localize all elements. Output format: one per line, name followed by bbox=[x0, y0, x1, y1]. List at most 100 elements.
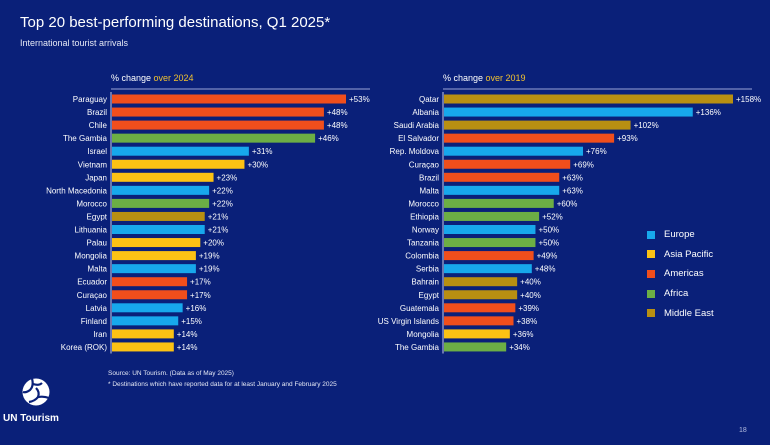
category-label: Latvia bbox=[86, 304, 108, 313]
bar bbox=[444, 133, 615, 143]
bar bbox=[444, 185, 560, 195]
bar bbox=[112, 329, 174, 339]
value-label: +22% bbox=[212, 186, 233, 195]
value-label: +17% bbox=[190, 278, 211, 287]
category-label: Rep. Moldova bbox=[390, 147, 440, 156]
value-label: +22% bbox=[212, 199, 233, 208]
logo-text: UN Tourism bbox=[3, 413, 59, 424]
value-label: +40% bbox=[520, 278, 541, 287]
footnote-text: * Destinations which have reported data … bbox=[108, 381, 337, 388]
bar bbox=[444, 251, 534, 261]
value-label: +23% bbox=[217, 173, 238, 182]
category-label: The Gambia bbox=[63, 134, 108, 143]
bar bbox=[112, 146, 249, 156]
category-label: Colombia bbox=[405, 252, 439, 261]
legend-swatch-africa bbox=[647, 289, 655, 298]
category-label: Curaçao bbox=[409, 160, 440, 169]
value-label: +21% bbox=[208, 226, 229, 235]
category-label: Chile bbox=[89, 121, 108, 130]
category-label: Egypt bbox=[87, 212, 108, 221]
legend-item-africa: Africa bbox=[647, 284, 714, 304]
bar bbox=[112, 303, 183, 313]
bar bbox=[444, 172, 560, 182]
value-label: +36% bbox=[513, 330, 534, 339]
category-label: Brazil bbox=[87, 108, 107, 117]
category-label: Morocco bbox=[408, 199, 439, 208]
category-label: North Macedonia bbox=[46, 186, 107, 195]
category-label: Tanzania bbox=[407, 239, 440, 248]
bar bbox=[112, 238, 201, 248]
value-label: +20% bbox=[203, 239, 224, 248]
category-label: Norway bbox=[412, 226, 439, 235]
value-label: +50% bbox=[538, 226, 559, 235]
bar bbox=[112, 277, 188, 287]
value-label: +93% bbox=[617, 134, 638, 143]
value-label: +69% bbox=[573, 160, 594, 169]
value-label: +63% bbox=[562, 186, 583, 195]
value-label: +30% bbox=[247, 160, 268, 169]
bar bbox=[444, 107, 693, 117]
bar bbox=[112, 172, 214, 182]
category-label: Mongolia bbox=[407, 330, 440, 339]
category-label: Brazil bbox=[419, 173, 439, 182]
value-label: +102% bbox=[634, 121, 659, 130]
category-label: Paraguay bbox=[73, 95, 107, 104]
bar bbox=[112, 316, 179, 326]
bar bbox=[112, 251, 196, 261]
page-title: Top 20 best-performing destinations, Q1 … bbox=[20, 14, 331, 31]
legend-swatch-americas bbox=[647, 269, 655, 278]
value-label: +17% bbox=[190, 291, 211, 300]
category-label: Saudi Arabia bbox=[394, 121, 440, 130]
value-label: +158% bbox=[736, 95, 761, 104]
legend-swatch-europe bbox=[647, 230, 655, 239]
value-label: +38% bbox=[517, 317, 538, 326]
value-label: +21% bbox=[208, 212, 229, 221]
bar bbox=[444, 211, 540, 221]
category-label: Serbia bbox=[416, 265, 440, 274]
legend-label: Middle East bbox=[664, 307, 714, 319]
bar bbox=[444, 146, 584, 156]
bar bbox=[444, 342, 507, 352]
category-label: Qatar bbox=[419, 95, 439, 104]
legend-item-middle-east: Middle East bbox=[647, 303, 714, 323]
category-label: Ethiopia bbox=[410, 212, 439, 221]
bar bbox=[112, 342, 174, 352]
panel-title: % change over 2019 bbox=[443, 73, 526, 83]
value-label: +39% bbox=[518, 304, 539, 313]
value-label: +14% bbox=[177, 343, 198, 352]
page-number: 18 bbox=[739, 427, 747, 434]
value-label: +52% bbox=[542, 212, 563, 221]
value-label: +46% bbox=[318, 134, 339, 143]
bar bbox=[444, 264, 532, 274]
category-label: Korea (ROK) bbox=[61, 343, 108, 352]
value-label: +136% bbox=[696, 108, 721, 117]
category-label: Morocco bbox=[76, 199, 107, 208]
value-label: +63% bbox=[562, 173, 583, 182]
value-label: +34% bbox=[509, 343, 530, 352]
category-label: Iran bbox=[93, 330, 107, 339]
value-label: +15% bbox=[181, 317, 202, 326]
bar bbox=[444, 290, 518, 300]
bar bbox=[444, 198, 554, 208]
value-label: +48% bbox=[327, 121, 348, 130]
panel-title-highlight: over 2019 bbox=[486, 73, 526, 83]
bar bbox=[112, 120, 324, 130]
panel-title-highlight: over 2024 bbox=[154, 73, 194, 83]
bar bbox=[444, 159, 571, 169]
source-text: Source: UN Tourism. (Data as of May 2025… bbox=[108, 370, 234, 377]
bar bbox=[112, 211, 205, 221]
legend-swatch-middle-east bbox=[647, 309, 655, 318]
category-label: Bahrain bbox=[411, 278, 439, 287]
panel-title-prefix: % change bbox=[111, 73, 154, 83]
category-label: Curaçao bbox=[77, 291, 108, 300]
bar bbox=[444, 303, 516, 313]
legend-label: Asia Pacific bbox=[664, 248, 714, 260]
category-label: Malta bbox=[87, 265, 107, 274]
value-label: +48% bbox=[327, 108, 348, 117]
bar bbox=[444, 277, 518, 287]
bar bbox=[112, 94, 346, 104]
value-label: +60% bbox=[557, 199, 578, 208]
bar bbox=[112, 225, 205, 234]
value-label: +40% bbox=[520, 291, 541, 300]
